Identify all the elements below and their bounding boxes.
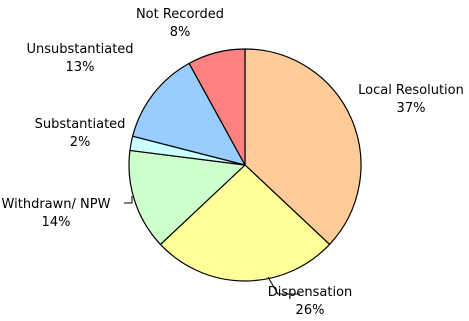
pie-labels: Local Resolution 37% Dispensation 26% Withdr… xyxy=(2,7,464,318)
slice-pct-unsubstantiated: 13% xyxy=(66,60,95,75)
pie-slices xyxy=(128,48,362,282)
slice-label-not-recorded: Not Recorded xyxy=(136,7,224,22)
slice-label-substantiated: Substantiated xyxy=(35,117,126,132)
leader-line-withdrawn-npw xyxy=(124,196,133,204)
slice-pct-dispensation: 26% xyxy=(296,303,325,318)
slice-label-local-resolution: Local Resolution xyxy=(358,83,464,98)
pie-slice-unsubstantiated xyxy=(132,62,246,166)
slice-label-dispensation: Dispensation xyxy=(268,285,353,300)
slice-label-unsubstantiated: Unsubstantiated xyxy=(26,42,133,57)
slice-pct-local-resolution: 37% xyxy=(397,101,426,116)
slice-pct-not-recorded: 8% xyxy=(170,25,191,40)
slice-pct-substantiated: 2% xyxy=(70,135,91,150)
pie-slice-not-recorded xyxy=(188,48,246,166)
leader-line-dispensation xyxy=(267,276,300,295)
slice-pct-withdrawn-npw: 14% xyxy=(42,215,71,230)
pie-slice-dispensation xyxy=(159,164,331,282)
pie-slice-local-resolution xyxy=(244,48,362,246)
slice-label-withdrawn-npw: Withdrawn/ NPW xyxy=(2,197,111,212)
pie-slice-withdrawn-npw xyxy=(128,149,246,246)
